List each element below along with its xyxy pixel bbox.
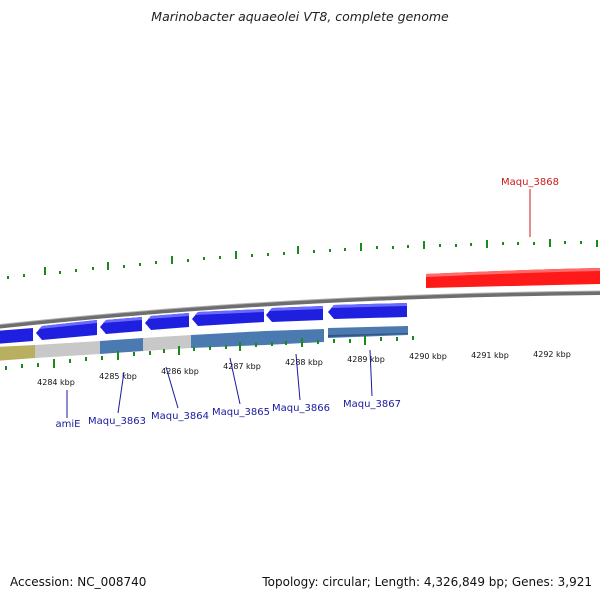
scale-label-4287: 4287 kbp <box>223 362 261 371</box>
gene-arrow-amie[interactable] <box>0 328 33 344</box>
scale-label-4288: 4288 kbp <box>285 358 323 367</box>
leader-maqu-3863 <box>117 371 125 414</box>
leader-maqu-3865 <box>229 357 241 405</box>
scale-label-4284: 4284 kbp <box>37 378 75 387</box>
gene-label-maqu-3865[interactable]: Maqu_3865 <box>212 407 270 418</box>
gene-label-maqu-3864[interactable]: Maqu_3864 <box>151 411 209 422</box>
gene-arrow-row <box>0 303 407 344</box>
gene-label-maqu-3868[interactable]: Maqu_3868 <box>501 177 559 188</box>
scale-label-4285: 4285 kbp <box>99 372 137 381</box>
accession-label: Accession: NC_008740 <box>10 575 147 589</box>
scale-label-4286: 4286 kbp <box>161 367 199 376</box>
upper-tick-row <box>7 239 598 279</box>
leader-maqu-3867 <box>369 349 373 397</box>
genome-title: Marinobacter aquaeolei VT8, complete gen… <box>151 9 449 24</box>
leader-maqu-3866 <box>295 353 301 401</box>
gene-label-amie[interactable]: amiE <box>56 419 81 430</box>
scale-label-4291: 4291 kbp <box>471 351 509 360</box>
gene-label-maqu-3866[interactable]: Maqu_3866 <box>272 403 330 414</box>
scale-tick-row <box>5 336 414 370</box>
gene-label-maqu-3867[interactable]: Maqu_3867 <box>343 399 401 410</box>
feature-track <box>0 326 408 361</box>
scale-label-4289: 4289 kbp <box>347 355 385 364</box>
genome-summary: Topology: circular; Length: 4,326,849 bp… <box>262 575 592 589</box>
gene-label-maqu-3863[interactable]: Maqu_3863 <box>88 416 146 427</box>
genome-backbone <box>0 291 600 329</box>
scale-label-4290: 4290 kbp <box>409 352 447 361</box>
scale-label-4292: 4292 kbp <box>533 350 571 359</box>
leader-maqu-3864 <box>165 366 179 409</box>
